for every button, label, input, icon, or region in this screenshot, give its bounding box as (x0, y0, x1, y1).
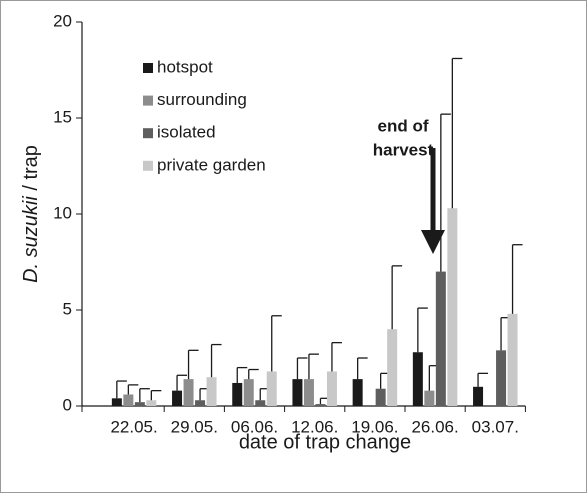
arrow-head (421, 230, 445, 254)
bar (111, 398, 122, 406)
legend-label: isolated (157, 123, 216, 142)
bar (375, 388, 386, 406)
bar (507, 313, 518, 406)
legend-label: surrounding (157, 90, 247, 109)
legend-swatch (143, 95, 153, 106)
bar (232, 382, 243, 406)
legend-swatch (143, 128, 153, 139)
bar (424, 390, 435, 406)
x-tick-label: 29.05. (171, 417, 218, 436)
y-axis-label-italic: D. suzukii (20, 196, 42, 283)
y-axis-label-rest: / trap (20, 145, 42, 191)
legend-label: hotspot (157, 57, 213, 76)
bar (266, 371, 277, 406)
bar (243, 379, 254, 406)
annotation: end of (378, 116, 429, 135)
bar (412, 352, 423, 406)
legend-swatch (143, 63, 153, 73)
bar (315, 404, 326, 406)
bar (292, 379, 303, 406)
y-axis-label: D. suzukii / trap (20, 145, 42, 283)
bar (435, 271, 446, 406)
x-tick-label: 06.06. (231, 417, 278, 436)
bar (255, 400, 266, 406)
bar (496, 350, 507, 406)
x-tick-label: 03.07. (472, 417, 519, 436)
y-tick-label: 5 (63, 299, 72, 318)
bar (473, 386, 484, 406)
bar (387, 329, 398, 406)
bar (352, 379, 363, 406)
bar (326, 371, 337, 406)
y-tick-label: 15 (53, 107, 72, 126)
annotation: harvest (373, 140, 434, 159)
bar (195, 400, 206, 406)
bar (172, 390, 183, 406)
x-tick-label: 22.05. (110, 417, 157, 436)
x-tick-label: 26.06. (411, 417, 458, 436)
bar (447, 208, 458, 406)
y-tick-label: 10 (53, 203, 72, 222)
x-tick-label: 19.06. (351, 417, 398, 436)
bar (303, 379, 314, 406)
bar (183, 379, 194, 406)
bar (146, 400, 157, 406)
x-axis-label: date of trap change (239, 431, 411, 453)
bar (123, 394, 134, 406)
legend-label: private garden (157, 155, 266, 174)
y-tick-label: 0 (63, 395, 72, 414)
bar (206, 377, 217, 406)
x-tick-label: 12.06. (291, 417, 338, 436)
bar (134, 402, 145, 406)
y-tick-label: 20 (53, 11, 72, 30)
legend-swatch (143, 160, 153, 171)
